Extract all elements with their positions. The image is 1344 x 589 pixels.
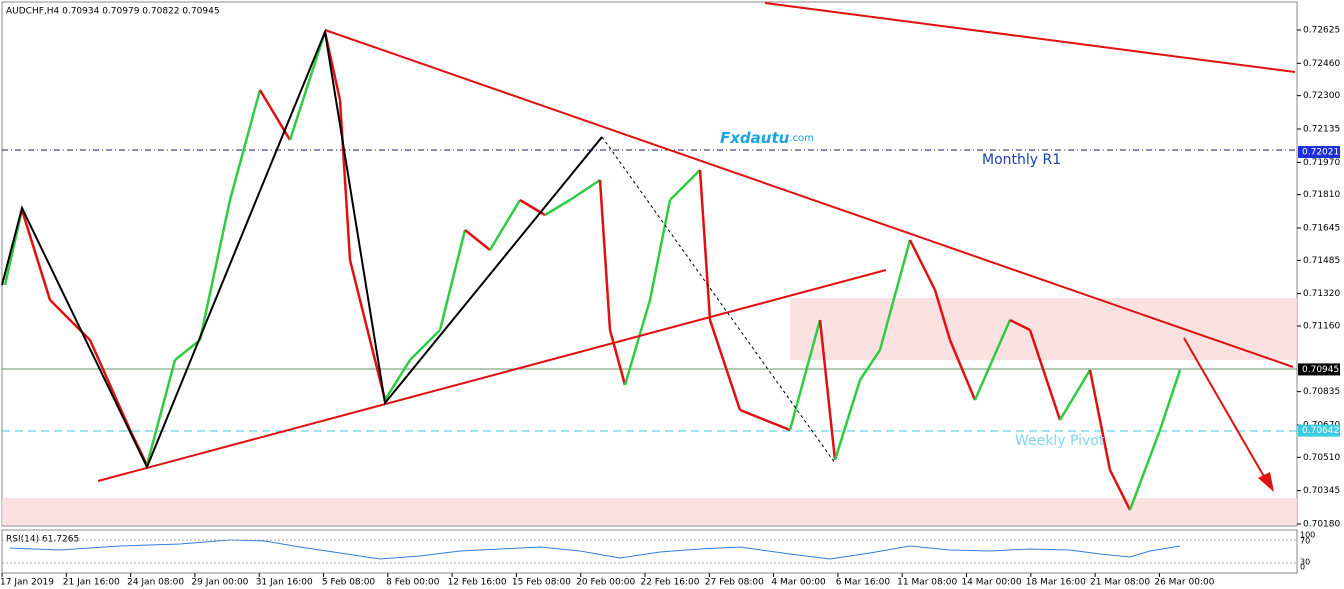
price-segment	[669, 169, 701, 201]
time-label: 6 Mar 16:00	[836, 578, 891, 588]
rsi-line	[9, 539, 1181, 560]
rsi-axis-label: 30	[1300, 558, 1310, 567]
axes: 0.72625 0.72460 0.72300 0.72135 0.71970 0.718…	[0, 26, 1340, 588]
price-segment	[608, 329, 627, 386]
price-segment	[145, 359, 177, 466]
time-label: 5 Feb 08:00	[322, 578, 376, 588]
price-segment	[409, 329, 441, 361]
price-segment	[948, 339, 977, 401]
price-segment	[623, 299, 652, 386]
monthly-r1-label: Monthly R1	[982, 152, 1061, 168]
time-label: 29 Jan 00:00	[191, 578, 248, 588]
price-segment	[348, 259, 387, 401]
rsi-pane	[1, 529, 1298, 574]
price-label: 0.71485	[1303, 256, 1340, 266]
price-segment	[598, 179, 612, 331]
price-segment	[698, 169, 712, 321]
zigzag	[1, 28, 603, 470]
price-segment	[88, 339, 132, 431]
price-segment	[858, 349, 882, 381]
time-label: 8 Feb 00:00	[386, 578, 440, 588]
price-segment	[1058, 369, 1092, 421]
time-label: 24 Jan 08:00	[127, 578, 184, 588]
price-segment	[833, 379, 862, 461]
price-label: 0.71970	[1303, 158, 1340, 168]
price-segment	[438, 229, 467, 331]
price-label: 0.70510	[1303, 453, 1340, 463]
price-marker-label: 0.70945	[1302, 365, 1339, 375]
price-segment	[228, 89, 262, 201]
time-label: 12 Feb 16:00	[448, 578, 507, 588]
price-segment	[198, 199, 232, 341]
resistance-zone	[790, 298, 1297, 360]
time-label: 17 Jan 2019	[0, 578, 54, 588]
weekly-pivot-label: Weekly Pivot	[1015, 433, 1105, 449]
price-segment	[488, 199, 522, 251]
rsi-axis-label: 0	[1300, 563, 1305, 572]
price-label: 0.70345	[1303, 486, 1340, 496]
support-zone	[2, 498, 1297, 525]
price-marker-label: 0.70642	[1302, 426, 1339, 436]
time-label: 27 Feb 08:00	[705, 578, 764, 588]
price-segment	[973, 319, 1012, 401]
price-segment	[174, 339, 201, 361]
time-label: 20 Feb 00:00	[576, 578, 635, 588]
price-segment	[788, 319, 822, 431]
price-segment	[383, 359, 412, 401]
price-label: 0.71320	[1303, 289, 1340, 299]
time-label: 18 Mar 16:00	[1026, 578, 1086, 588]
price-segment	[20, 209, 52, 301]
price-segment	[933, 289, 952, 341]
price-segment	[569, 178, 601, 202]
price-marker	[1298, 146, 1340, 159]
time-label: 22 Feb 16:00	[640, 578, 699, 588]
price-pane	[1, 1, 1298, 527]
price-label: 0.71645	[1303, 223, 1340, 233]
price-marker-label: 0.72021	[1302, 148, 1339, 158]
price-label: 0.70180	[1303, 519, 1340, 529]
time-label: 31 Jan 16:00	[256, 578, 313, 588]
price-label: 0.72625	[1303, 26, 1340, 36]
price-segment	[544, 198, 571, 217]
price-segment	[1088, 369, 1112, 471]
time-label: 15 Feb 08:00	[512, 578, 571, 588]
rsi-axis-label: 100	[1300, 531, 1315, 540]
price-segment	[1009, 318, 1031, 332]
price-segment	[1108, 469, 1132, 511]
price-marker	[1298, 363, 1340, 376]
price-segment	[739, 408, 791, 432]
rsi-axis-label: 70	[1300, 537, 1310, 546]
time-label: 14 Mar 00:00	[961, 578, 1021, 588]
price-segment	[708, 319, 742, 411]
price-label: 0.72135	[1303, 124, 1340, 134]
symbol-header: AUDCHF,H4 0.70934 0.70979 0.70822 0.7094…	[6, 7, 220, 17]
time-label: 11 Mar 08:00	[897, 578, 957, 588]
price-label: 0.70835	[1303, 387, 1340, 397]
price-label: 0.72300	[1303, 91, 1340, 101]
price-segment	[464, 229, 491, 251]
brand: Fxdautu.com	[720, 129, 814, 147]
price-segment	[1158, 369, 1182, 431]
price-segment	[338, 99, 352, 261]
time-label: 4 Mar 00:00	[771, 578, 826, 588]
price-marker	[1298, 424, 1340, 437]
price-label: 0.71160	[1303, 321, 1340, 331]
price-segment	[818, 319, 837, 461]
price-segment	[1028, 329, 1062, 421]
price-segment	[908, 239, 937, 291]
price-segment	[288, 31, 327, 141]
price-segment	[878, 239, 912, 351]
price-segment	[1128, 429, 1162, 511]
time-label: 21 Mar 08:00	[1090, 578, 1150, 588]
time-label: 21 Jan 16:00	[63, 578, 120, 588]
trend-lines	[97, 2, 1296, 492]
projection	[601, 136, 836, 464]
time-label: 26 Mar 00:00	[1154, 578, 1214, 588]
price-label: 0.72460	[1303, 59, 1340, 69]
price-segment	[648, 199, 672, 301]
price-label: 0.71810	[1303, 190, 1340, 200]
